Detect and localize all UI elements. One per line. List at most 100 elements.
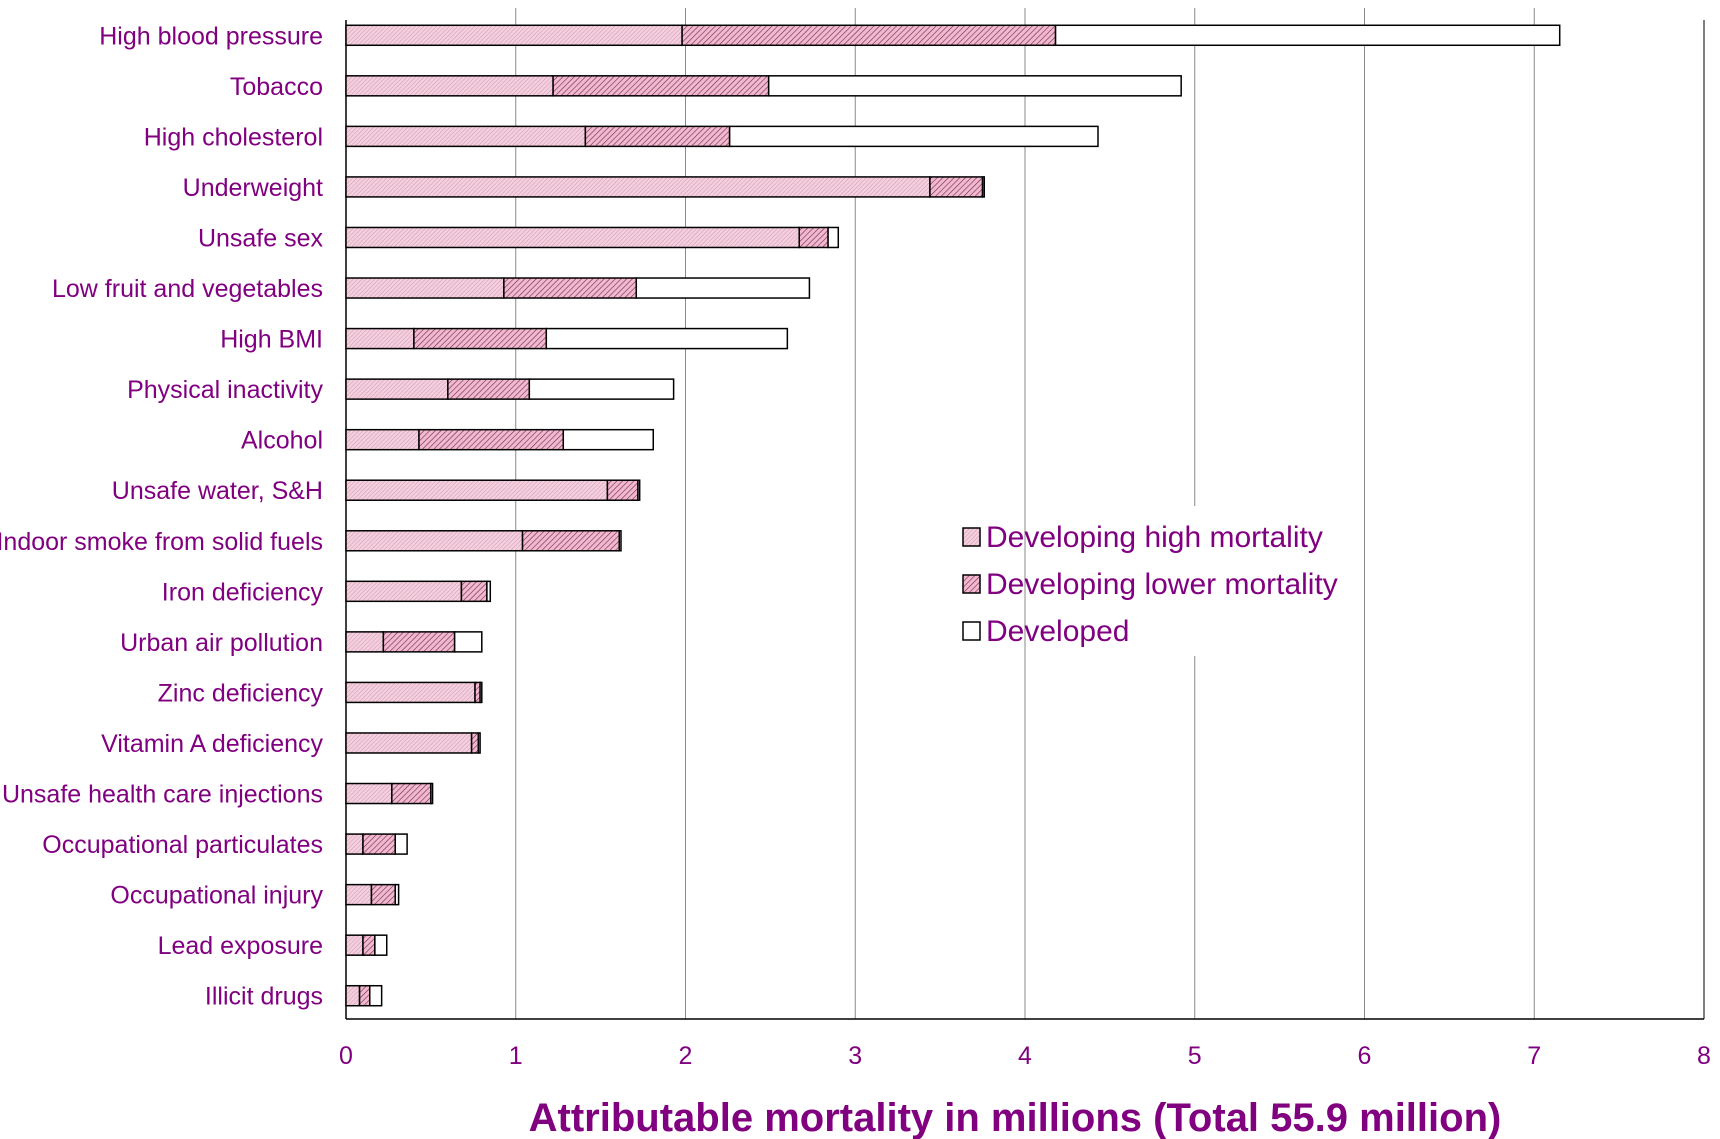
bar-segment <box>552 75 770 97</box>
bar-segment <box>413 327 548 350</box>
x-axis-title: Attributable mortality in millions (Tota… <box>529 1096 1502 1139</box>
category-label: Vitamin A deficiency <box>101 730 323 758</box>
x-tick-label: 3 <box>848 1042 862 1070</box>
category-label: Underweight <box>183 174 323 202</box>
x-tick-label: 8 <box>1697 1042 1711 1070</box>
category-label: Lead exposure <box>158 932 323 960</box>
bar-segment <box>345 883 373 906</box>
legend-swatch <box>962 621 981 641</box>
bar-segment <box>503 277 638 299</box>
x-tick-label: 6 <box>1358 1042 1372 1070</box>
bar-segment <box>358 984 371 1007</box>
bar-segment <box>345 479 609 501</box>
bar-segment <box>345 176 931 198</box>
gridlines <box>515 8 1535 1019</box>
bar-segment <box>345 732 473 754</box>
bar-segment <box>606 479 639 501</box>
category-label: High blood pressure <box>99 22 323 50</box>
category-label: Illicit drugs <box>205 983 323 1011</box>
bar-segment <box>767 75 1182 97</box>
bar-segment <box>486 580 492 603</box>
bar-segment <box>345 934 364 956</box>
bar-segment <box>370 883 396 906</box>
bar-segment <box>382 631 456 653</box>
legend-label: Developing high mortality <box>986 521 1323 554</box>
bars <box>345 24 1561 1007</box>
bar-segment <box>470 732 480 754</box>
category-label: Alcohol <box>241 427 323 455</box>
bar-segment <box>728 125 1099 148</box>
bar-segment <box>345 580 463 603</box>
bar-segment <box>394 833 408 855</box>
bar-segment <box>345 327 415 350</box>
bar-segment <box>562 428 654 451</box>
category-label: Iron deficiency <box>162 578 324 606</box>
bar-segment <box>618 530 622 552</box>
bar-segment <box>374 934 388 956</box>
category-label: Physical inactivity <box>127 376 323 404</box>
bar-segment <box>430 782 434 805</box>
bar-segment <box>447 378 531 400</box>
bar-segment <box>362 833 396 855</box>
category-label: High BMI <box>220 326 323 354</box>
bar-segment <box>474 681 481 704</box>
category-label: Tobacco <box>230 73 323 101</box>
category-label: Zinc deficiency <box>158 679 324 707</box>
x-tick-label: 2 <box>679 1042 693 1070</box>
bar-segment <box>369 984 383 1007</box>
legend-label: Developing lower mortality <box>986 568 1338 601</box>
legend-swatch <box>962 574 981 594</box>
bar-segment <box>345 530 524 552</box>
bar-segment <box>345 984 361 1007</box>
legend-swatch <box>962 527 981 547</box>
category-label: Unsafe water, S&H <box>112 477 323 505</box>
x-axis-ticks: 0 1 2 3 4 5 6 7 8 <box>339 1042 1711 1070</box>
category-label: Unsafe health care injections <box>2 781 323 809</box>
legend: Developing high mortality Developing lowe… <box>962 521 1338 648</box>
category-label: Low fruit and vegetables <box>52 275 323 303</box>
bar-segment <box>681 24 1057 47</box>
bar-segment <box>345 226 800 249</box>
x-tick-label: 7 <box>1527 1042 1541 1070</box>
legend-label: Developed <box>986 615 1129 648</box>
bar-segment <box>345 428 420 451</box>
bar-segment <box>584 125 731 148</box>
category-label: Occupational particulates <box>42 831 323 859</box>
category-label: Unsafe sex <box>198 224 324 252</box>
bar-segment <box>345 75 554 97</box>
x-tick-label: 4 <box>1018 1042 1032 1070</box>
bar-segment <box>827 226 840 249</box>
bar-segment <box>394 883 400 906</box>
bar-segment <box>418 428 565 451</box>
bar-segment <box>479 681 483 704</box>
bar-segment <box>929 176 984 198</box>
x-tick-label: 0 <box>339 1042 353 1070</box>
x-tick-label: 1 <box>509 1042 523 1070</box>
x-tick-label: 5 <box>1188 1042 1202 1070</box>
bar-segment <box>635 277 811 299</box>
bar-segment <box>345 782 393 805</box>
bar-segment <box>477 732 481 754</box>
category-label: Occupational injury <box>110 882 323 910</box>
bar-segment <box>798 226 829 249</box>
bar-segment <box>362 934 376 956</box>
category-label: High cholesterol <box>144 123 323 151</box>
bar-segment <box>345 125 587 148</box>
bar-segment <box>460 580 488 603</box>
bar-segment <box>345 24 683 47</box>
bar-segment <box>545 327 789 350</box>
bar-segment <box>345 378 449 400</box>
bar-segment <box>981 176 986 198</box>
bar-segment <box>391 782 432 805</box>
category-labels: High blood pressure Tobacco High cholester… <box>0 22 323 1010</box>
bar-segment <box>345 681 476 704</box>
bar-segment <box>345 833 364 855</box>
bar-segment <box>521 530 621 552</box>
category-label: Urban air pollution <box>120 629 323 657</box>
bar-segment <box>1054 24 1561 47</box>
bar-segment <box>345 631 385 653</box>
bar-segment <box>528 378 675 400</box>
bar-segment <box>453 631 483 653</box>
bar-segment <box>637 479 641 501</box>
